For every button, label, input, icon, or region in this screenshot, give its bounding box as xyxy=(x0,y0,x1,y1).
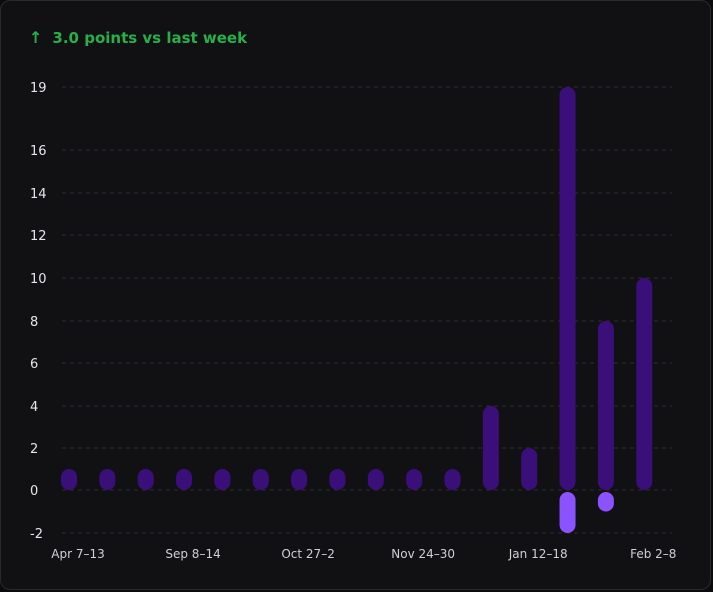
bar-positive xyxy=(137,469,154,490)
y-tick-label: 16 xyxy=(30,144,47,159)
x-tick-label: Sep 8–14 xyxy=(165,547,220,561)
bar-positive xyxy=(521,448,538,490)
bar-positive xyxy=(636,278,653,490)
x-tick-label: Apr 7–13 xyxy=(51,547,104,561)
bar-positive xyxy=(406,469,423,490)
x-tick-label: Oct 27–2 xyxy=(281,547,334,561)
bar-positive xyxy=(597,321,614,490)
y-tick-label: 10 xyxy=(30,272,47,287)
bar-positive xyxy=(252,469,269,490)
x-tick-label: Feb 2–8 xyxy=(630,547,676,561)
bar-positive xyxy=(291,469,308,490)
bar-negative xyxy=(559,492,576,533)
bar-positive xyxy=(444,469,461,490)
y-tick-label: 0 xyxy=(30,484,38,499)
x-tick-label: Nov 24–30 xyxy=(391,547,455,561)
bar-positive xyxy=(367,469,384,490)
y-tick-label: -2 xyxy=(30,527,43,542)
y-tick-label: 19 xyxy=(30,81,47,96)
weekly-change-summary: ↑ 3.0 points vs last week xyxy=(29,29,247,47)
arrow-up-icon: ↑ xyxy=(29,28,43,47)
bar-positive xyxy=(214,469,231,490)
y-tick-label: 6 xyxy=(30,357,38,372)
y-tick-label: 8 xyxy=(30,315,38,330)
x-tick-label: Jan 12–18 xyxy=(508,547,568,561)
y-tick-label: 2 xyxy=(30,442,38,457)
bar-positive xyxy=(482,406,499,490)
bar-positive xyxy=(559,87,576,490)
bar-positive xyxy=(99,469,116,490)
y-tick-label: 12 xyxy=(30,229,47,244)
bar-positive xyxy=(176,469,193,490)
weekly-change-text: 3.0 points vs last week xyxy=(52,29,248,47)
bar-positive xyxy=(329,469,346,490)
bar-positive xyxy=(61,469,77,490)
y-tick-label: 4 xyxy=(30,400,38,415)
y-tick-label: 14 xyxy=(30,187,47,202)
bar-negative xyxy=(597,492,614,512)
